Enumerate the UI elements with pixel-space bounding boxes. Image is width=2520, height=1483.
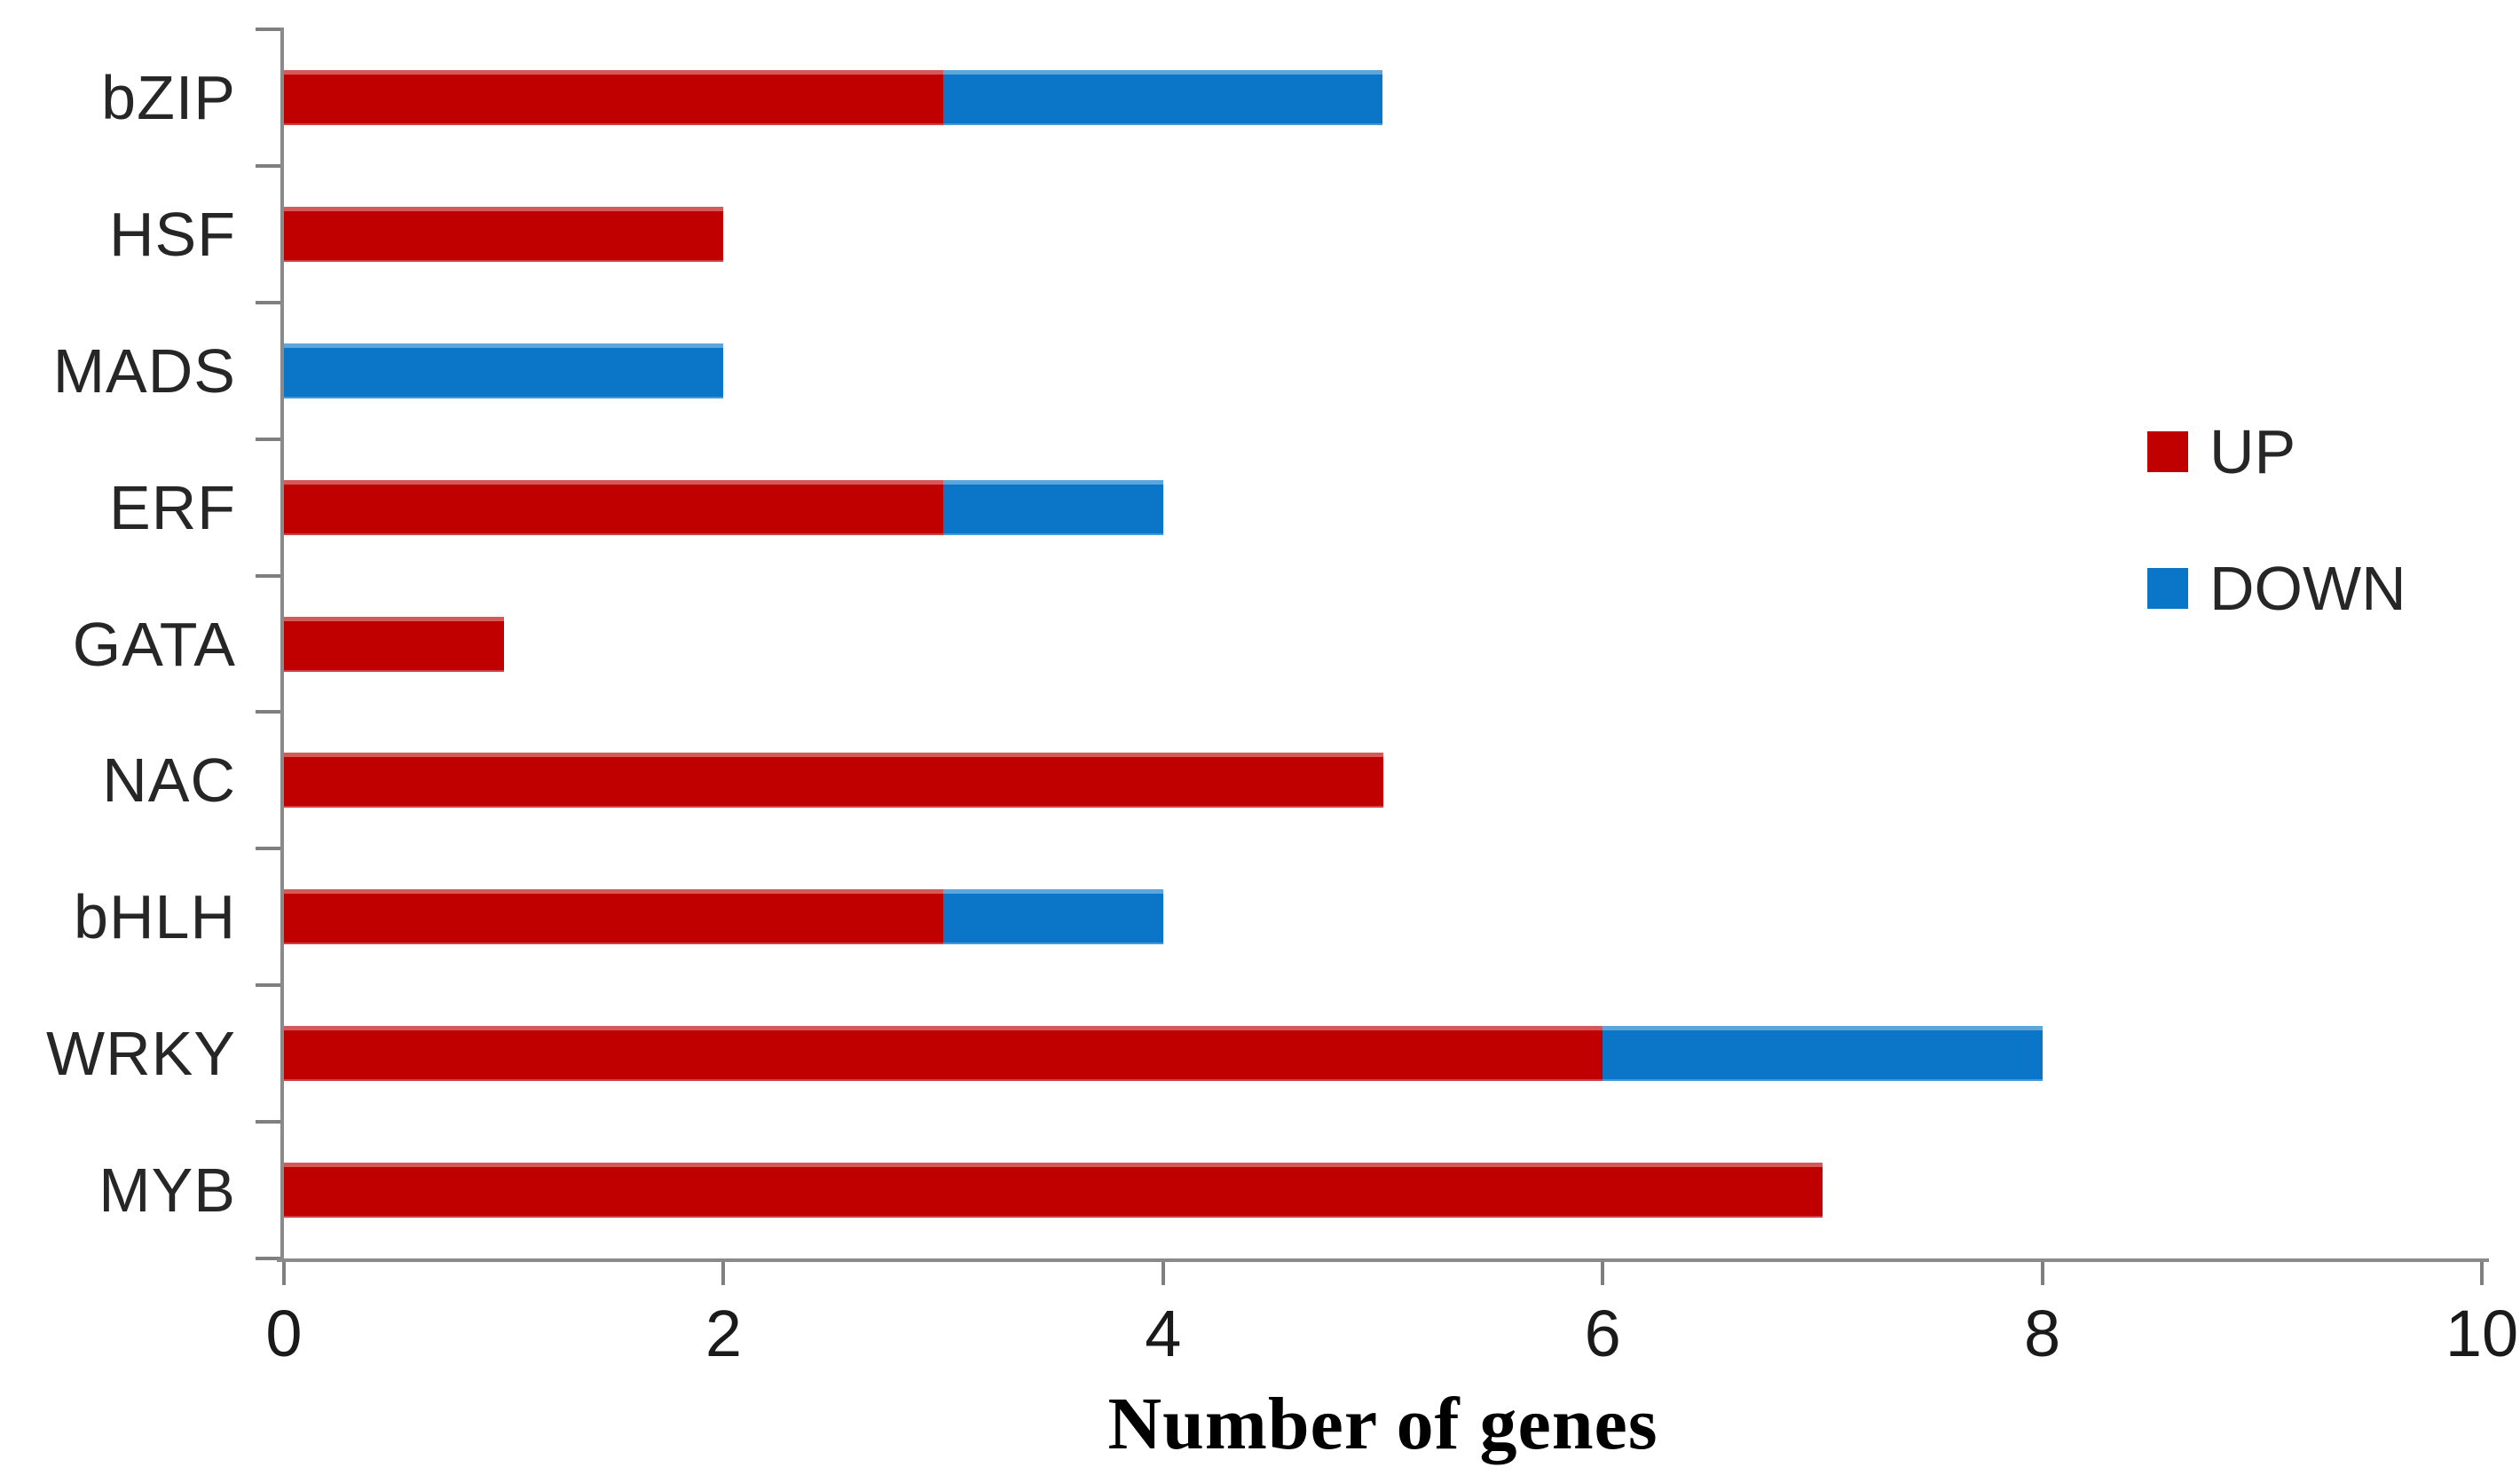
category-label-MADS: MADS [52, 335, 236, 406]
y-tick-4 [256, 573, 280, 578]
y-tick-0 [256, 28, 280, 31]
y-tick-1 [256, 163, 280, 168]
legend-label-up: UP [2209, 417, 2296, 486]
x-axis-line [277, 1258, 2489, 1262]
bar-segment-up-GATA [284, 616, 504, 672]
category-label-bHLH: bHLH [74, 882, 236, 952]
bar-MYB [284, 1163, 2482, 1219]
x-tick-0 [282, 1262, 286, 1285]
bar-ERF [284, 479, 2482, 535]
legend: UP DOWN [2147, 417, 2406, 698]
plot-area: 0 2 4 6 8 10 Number of genes [256, 28, 2518, 1465]
category-label-bZIP: bZIP [101, 62, 236, 132]
legend-swatch-down-icon [2147, 568, 2188, 609]
bar-segment-down-MADS [284, 343, 724, 398]
x-tick-label-6: 6 [1584, 1297, 1621, 1370]
x-tick-label-10: 10 [2445, 1297, 2519, 1370]
category-label-WRKY: WRKY [46, 1019, 236, 1089]
bar-segment-up-ERF [284, 479, 944, 535]
x-tick-4 [1161, 1262, 1165, 1285]
bar-NAC [284, 753, 2482, 809]
x-tick-label-4: 4 [1145, 1297, 1182, 1370]
bar-segment-down-WRKY [1603, 1026, 2043, 1082]
bar-segment-up-bZIP [284, 69, 944, 125]
x-tick-10 [2480, 1262, 2484, 1285]
y-tick-8 [256, 1120, 280, 1124]
x-tick-8 [2040, 1262, 2044, 1285]
x-tick-label-0: 0 [265, 1297, 303, 1370]
bar-segment-up-NAC [284, 753, 1383, 809]
bar-segment-up-bHLH [284, 889, 944, 945]
y-tick-7 [256, 983, 280, 988]
category-label-GATA: GATA [72, 609, 236, 679]
y-tick-6 [256, 847, 280, 851]
bar-HSF [284, 206, 2482, 262]
y-category-labels: bZIP HSF MADS ERF GATA NAC bHLH WRKY MYB [0, 29, 236, 1258]
legend-item-up: UP [2147, 417, 2406, 486]
y-axis-line [280, 28, 284, 1262]
y-tick-3 [256, 437, 280, 441]
legend-swatch-up-icon [2147, 431, 2188, 472]
y-tick-5 [256, 710, 280, 714]
x-tick-2 [721, 1262, 726, 1285]
x-tick-label-2: 2 [705, 1297, 742, 1370]
bar-MADS [284, 343, 2482, 398]
bar-WRKY [284, 1026, 2482, 1082]
category-label-ERF: ERF [109, 472, 236, 542]
bar-segment-up-HSF [284, 206, 724, 262]
legend-item-down: DOWN [2147, 554, 2406, 623]
x-tick-6 [1601, 1262, 1605, 1285]
bar-segment-down-ERF [943, 479, 1163, 535]
x-tick-label-8: 8 [2024, 1297, 2061, 1370]
bar-bZIP [284, 69, 2482, 125]
bar-bHLH [284, 889, 2482, 945]
category-label-NAC: NAC [102, 745, 236, 816]
category-label-MYB: MYB [98, 1156, 236, 1226]
y-tick-9 [256, 1257, 280, 1260]
category-label-HSF: HSF [109, 199, 236, 269]
bar-segment-up-MYB [284, 1163, 1823, 1219]
x-axis-title: Number of genes [1107, 1383, 1658, 1465]
bar-segment-down-bZIP [943, 69, 1383, 125]
bar-segment-down-bHLH [943, 889, 1163, 945]
bar-GATA [284, 616, 2482, 672]
bar-segment-up-WRKY [284, 1026, 1603, 1082]
legend-label-down: DOWN [2209, 554, 2406, 623]
y-tick-2 [256, 300, 280, 304]
